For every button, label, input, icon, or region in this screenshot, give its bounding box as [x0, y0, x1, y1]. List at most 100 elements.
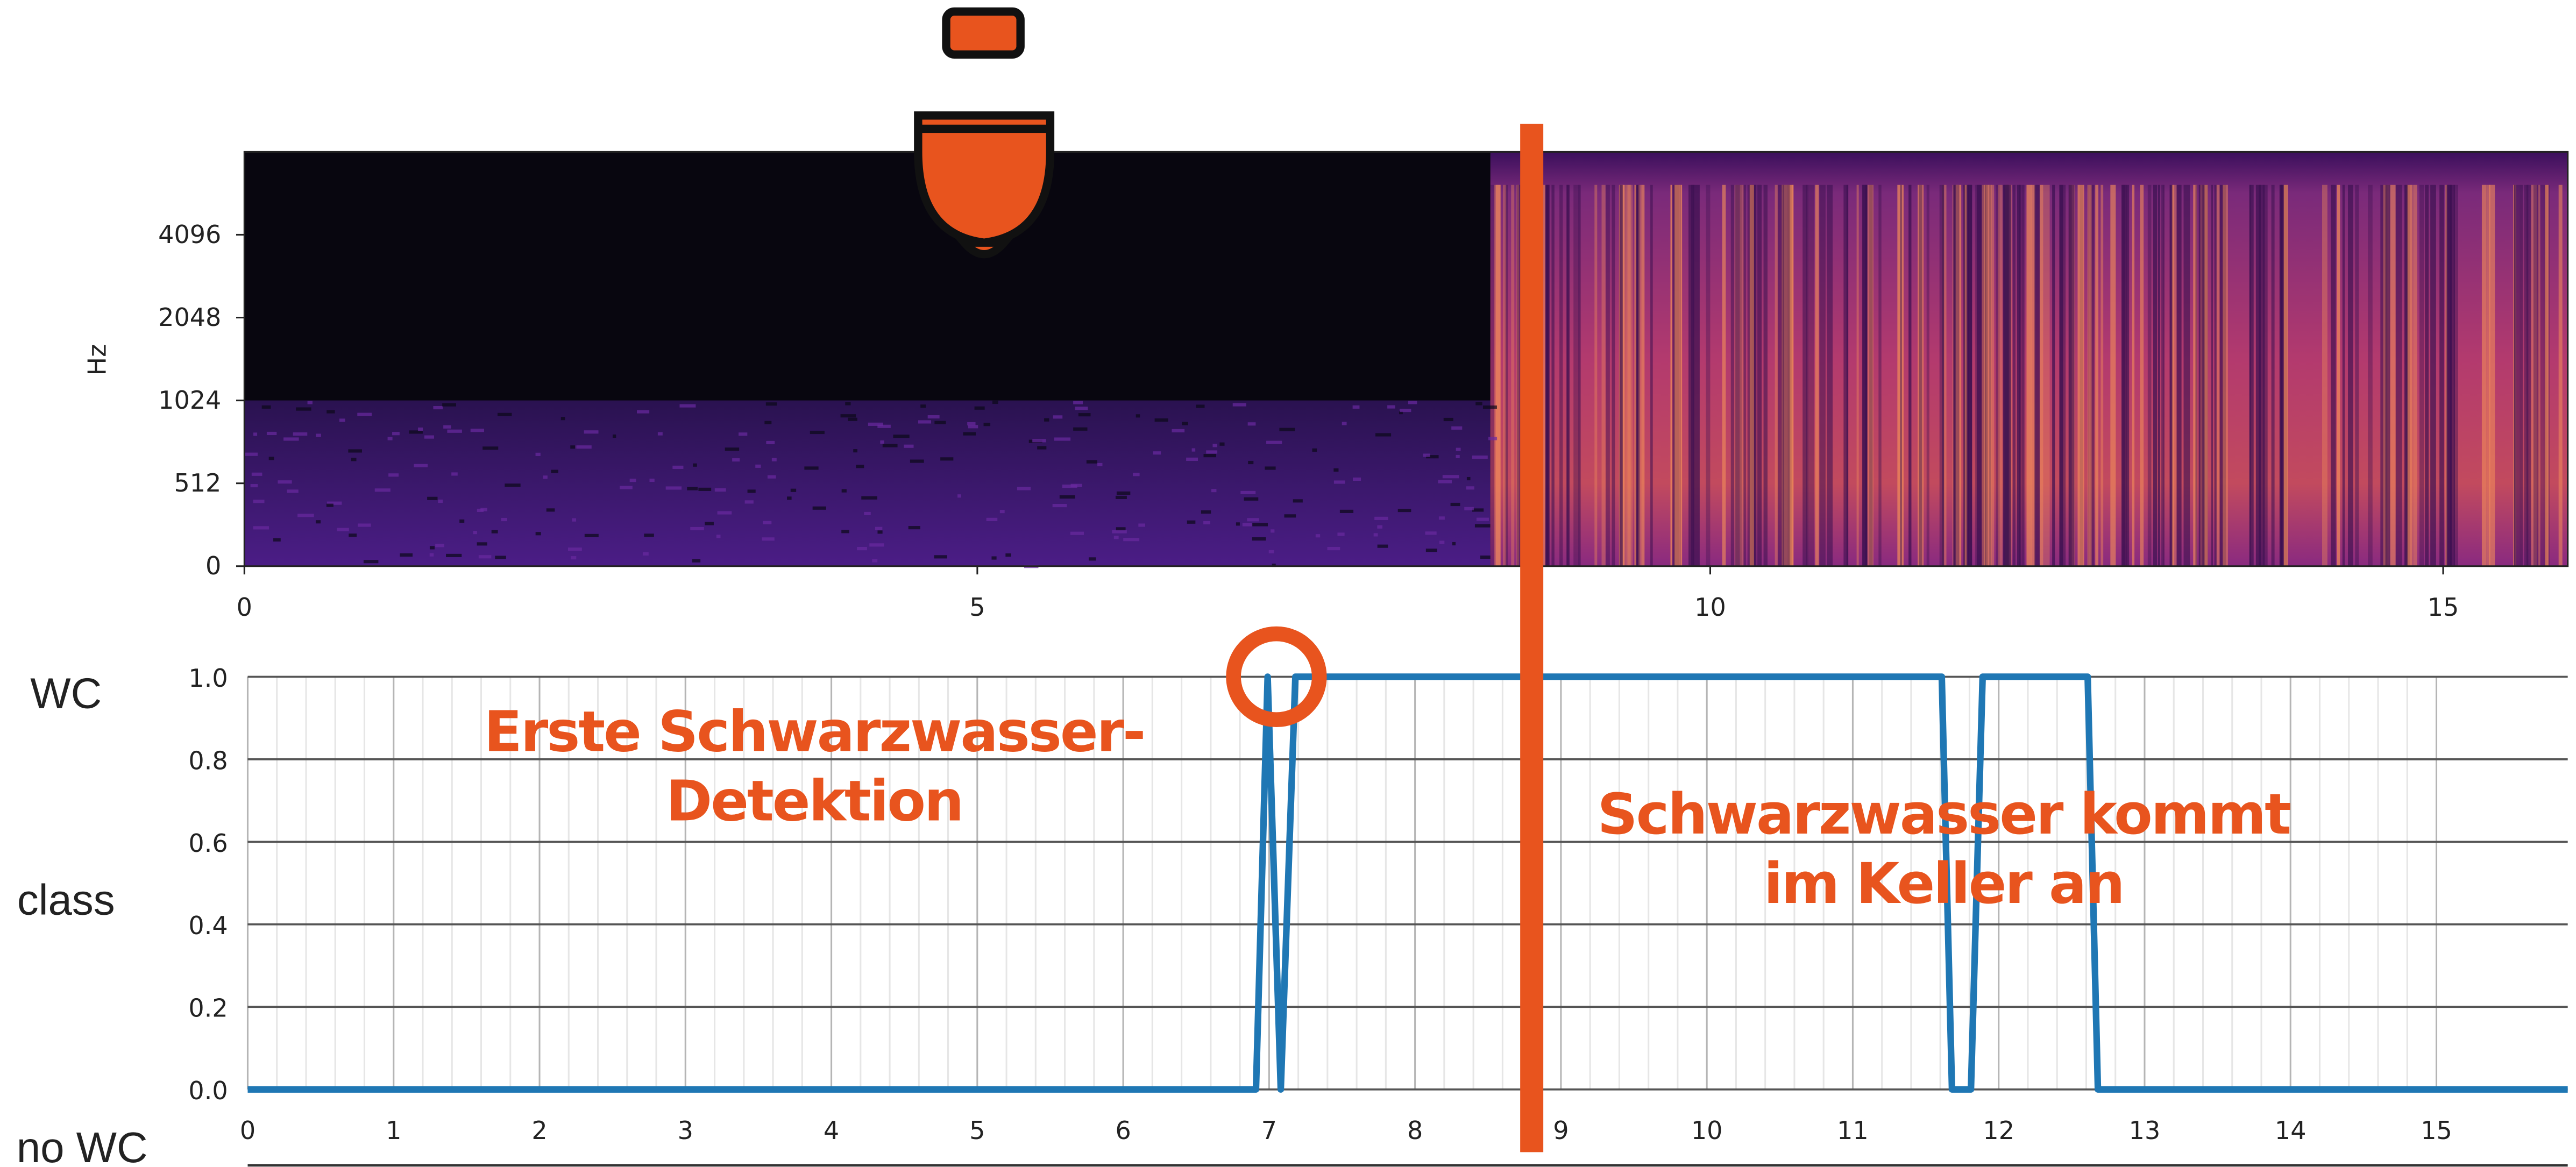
- spec-stripe: [2200, 184, 2203, 566]
- spec-stripe: [2489, 184, 2495, 566]
- spec-stripe: [1511, 184, 1515, 566]
- spec-stripe: [1777, 184, 1784, 566]
- spec-speck: [763, 521, 772, 524]
- spec-stripe: [2031, 184, 2035, 566]
- spec-speck: [714, 488, 726, 492]
- x-tick-label: 11: [1837, 1116, 1869, 1145]
- spec-speck: [1456, 447, 1461, 451]
- y-tick-label: 0.0: [188, 1076, 228, 1105]
- spec-stripe: [1782, 184, 1787, 566]
- x-tick-label: 15: [2428, 593, 2459, 622]
- spec-stripe: [1807, 184, 1814, 566]
- spec-speck: [584, 430, 599, 434]
- spec-stripe: [2068, 184, 2075, 566]
- spec-speck: [739, 432, 748, 436]
- spec-speck: [991, 556, 997, 560]
- spec-stripe: [2169, 184, 2174, 566]
- spec-speck: [1116, 491, 1131, 495]
- spec-speck: [804, 466, 819, 470]
- spec-speck: [764, 421, 772, 424]
- spec-stripe: [2161, 184, 2164, 566]
- spec-speck: [326, 503, 333, 507]
- spec-speck: [940, 457, 954, 461]
- spec-stripe: [1998, 184, 2003, 566]
- y-label: class: [17, 876, 115, 923]
- spec-speck: [1075, 407, 1088, 410]
- spec-speck: [1375, 433, 1392, 437]
- spec-stripe: [2380, 184, 2386, 566]
- spec-speck: [1443, 417, 1453, 422]
- spec-speck: [1062, 485, 1077, 488]
- spec-stripe: [2337, 184, 2340, 566]
- spec-speck: [1333, 480, 1345, 484]
- spec-speck: [1476, 517, 1489, 521]
- spec-speck: [268, 457, 274, 460]
- spec-speck: [535, 532, 541, 536]
- spec-stripe: [1996, 184, 2000, 566]
- spec-speck: [339, 418, 345, 422]
- spec-stripe: [1783, 184, 1790, 566]
- annotation: Erste Schwarzwasser-: [484, 699, 1145, 765]
- spec-stripe: [2110, 184, 2116, 566]
- spec-stripe: [2017, 184, 2021, 566]
- spec-speck: [388, 473, 399, 477]
- spec-speck: [1271, 529, 1275, 533]
- spec-stripe: [1953, 184, 1956, 566]
- spec-speck: [327, 410, 335, 414]
- spec-speck: [1475, 402, 1482, 405]
- spec-speck: [957, 494, 961, 498]
- spec-stripe: [2203, 184, 2208, 566]
- spec-speck: [1186, 457, 1198, 461]
- spec-speck: [963, 432, 976, 436]
- spec-stripe: [2043, 184, 2050, 566]
- spec-speck: [482, 446, 499, 450]
- spec-stripe: [2088, 184, 2090, 566]
- spec-speck: [251, 472, 262, 476]
- spec-speck: [872, 559, 878, 563]
- spec-stripe: [2026, 184, 2032, 566]
- y-tick-label: 2048: [158, 303, 221, 332]
- spec-speck: [629, 479, 636, 482]
- spec-stripe: [1635, 184, 1640, 566]
- spec-speck: [1488, 437, 1498, 440]
- spec-speck: [1387, 405, 1395, 409]
- spec-speck: [665, 486, 682, 490]
- spec-stripe: [1619, 184, 1623, 566]
- spec-speck: [1097, 462, 1103, 467]
- spec-stripe: [2486, 184, 2490, 566]
- spec-speck: [690, 526, 704, 531]
- spec-speck: [1333, 468, 1339, 472]
- spec-speck: [787, 496, 792, 500]
- spec-speck: [1342, 422, 1347, 425]
- spec-speck: [864, 511, 871, 516]
- spec-stripe: [1749, 184, 1754, 566]
- spec-speck: [845, 402, 851, 405]
- spec-speck: [297, 514, 314, 517]
- spec-stripe: [1989, 184, 1992, 566]
- spec-speck: [438, 499, 443, 503]
- spec-speck: [908, 526, 920, 530]
- spec-stripe: [1502, 184, 1507, 566]
- spec-speck: [374, 488, 391, 492]
- spec-stripe: [2198, 184, 2201, 566]
- spec-speck: [657, 432, 663, 436]
- spec-speck: [840, 414, 856, 418]
- spec-stripe: [2171, 184, 2175, 566]
- spec-low-band: [244, 400, 1491, 566]
- spec-speck: [1400, 409, 1411, 412]
- spec-stripe: [2052, 184, 2055, 566]
- spec-speck: [1472, 456, 1488, 459]
- spec-speck: [841, 489, 847, 493]
- spec-speck: [315, 520, 321, 524]
- spec-speck: [1482, 405, 1497, 409]
- spec-speck: [861, 496, 877, 500]
- spec-speck: [1086, 460, 1097, 464]
- spec-stripe: [1815, 184, 1819, 566]
- spec-speck: [992, 400, 998, 404]
- spec-speck: [725, 447, 740, 451]
- spec-stripe: [1612, 184, 1615, 566]
- spec-speck: [732, 458, 740, 462]
- spec-speck: [875, 526, 883, 530]
- spec-speck: [473, 531, 477, 535]
- spec-stripe: [2034, 184, 2040, 566]
